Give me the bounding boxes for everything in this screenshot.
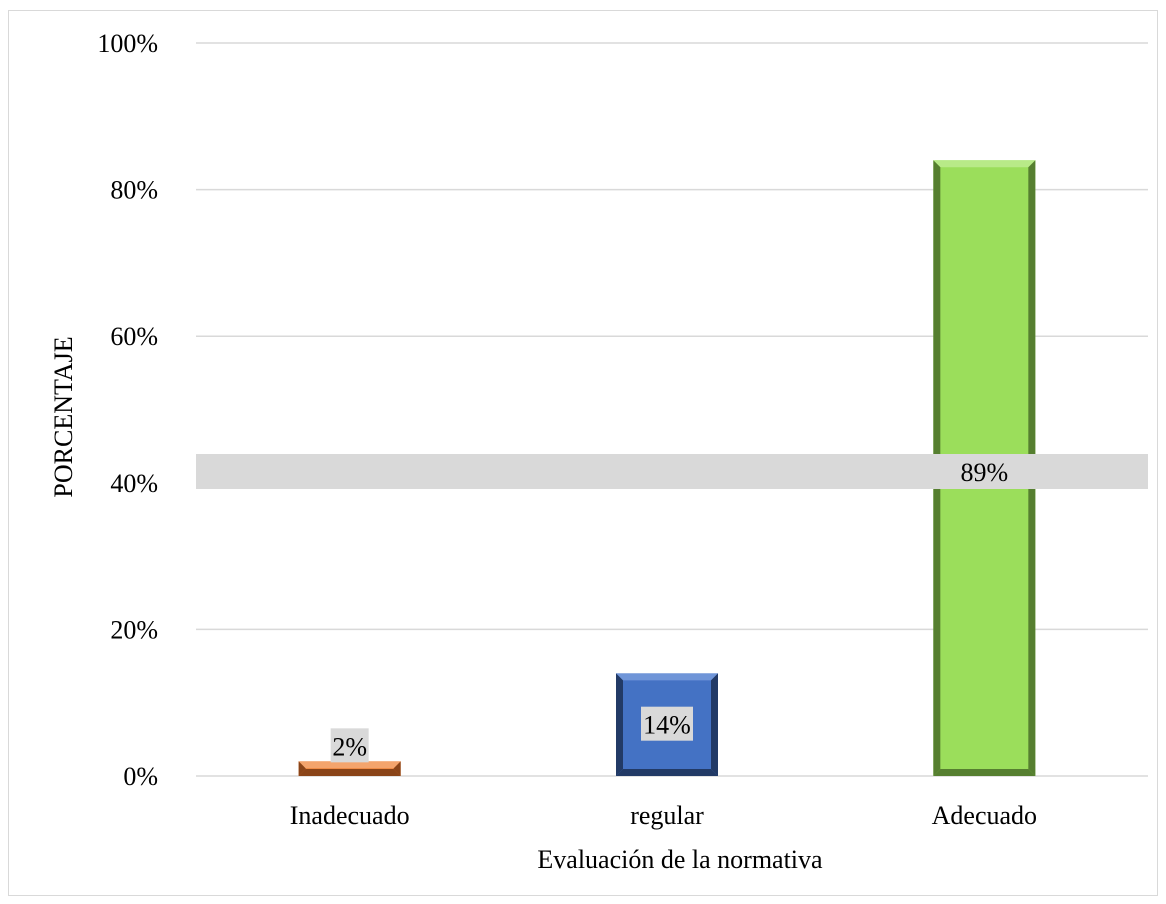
data-label-box [641, 706, 693, 741]
y-tick-label: 20% [110, 615, 158, 644]
bar-bevel-top [933, 160, 1036, 168]
bar-bevel-left [616, 673, 623, 776]
y-tick-label: 80% [110, 176, 158, 205]
y-tick-label: 100% [97, 29, 158, 58]
data-label-box [330, 728, 369, 763]
y-axis-ticks: 0% 20% 40% 60% 80% 100% [97, 29, 158, 791]
bar-bevel-bottom [933, 769, 1036, 776]
bar-bevel-top [616, 673, 718, 681]
bar-bevel-right [393, 761, 401, 776]
bar-bevel-right [711, 673, 718, 776]
bar-inadecuado [298, 761, 401, 776]
bar-bevel-bottom [298, 769, 401, 776]
data-label: 2% [332, 732, 367, 761]
data-labels: 2% 14% 89% [330, 458, 1008, 763]
label-band [196, 454, 1148, 489]
y-tick-label: 0% [123, 762, 158, 791]
x-axis-categories: Inadecuado regular Adecuado [290, 801, 1037, 830]
y-axis-title: PORCENTAJE [49, 336, 78, 497]
bar-bevel-left [298, 761, 306, 776]
x-axis-title: Evaluación de la normativa [537, 845, 823, 874]
y-tick-label: 40% [110, 469, 158, 498]
y-tick-label: 60% [110, 322, 158, 351]
x-category-label: regular [630, 801, 704, 830]
x-category-label: Inadecuado [290, 801, 410, 830]
bar-bevel-bottom [616, 769, 718, 776]
bar-bevel-top [298, 761, 401, 769]
data-label: 14% [643, 711, 691, 740]
x-category-label: Adecuado [932, 801, 1037, 830]
data-label-band [196, 454, 1148, 489]
data-label: 89% [960, 458, 1008, 487]
